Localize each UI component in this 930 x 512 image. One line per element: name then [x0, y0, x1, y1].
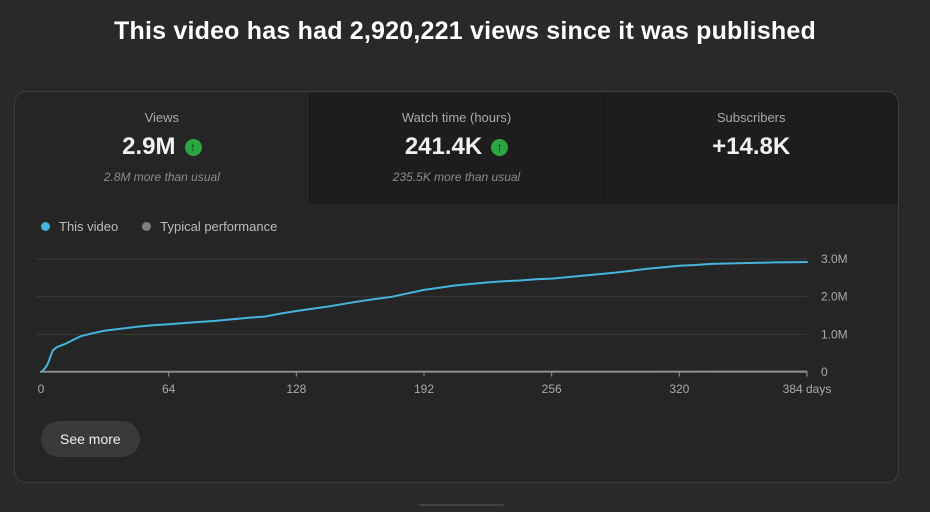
- tab-watch-time[interactable]: Watch time (hours) 241.4K ↑ 235.5K more …: [308, 92, 604, 204]
- svg-text:64: 64: [162, 382, 176, 396]
- tab-watch-time-label: Watch time (hours): [401, 110, 512, 125]
- video-performance-card: Views 2.9M ↑ 2.8M more than usual Watch …: [14, 91, 899, 483]
- tab-views-value: 2.9M: [122, 133, 176, 160]
- legend-item-this-video: This video: [41, 219, 118, 234]
- page-title: This video has had 2,920,221 views since…: [114, 17, 816, 45]
- next-card-top-edge: [419, 504, 504, 506]
- svg-text:3.0M: 3.0M: [821, 252, 848, 266]
- line-chart-svg: 0 64 128 192 256 320 384 days 0 1.0M 2.0M 3.0M: [37, 252, 848, 396]
- tab-watch-time-value: 241.4K: [404, 133, 483, 160]
- svg-text:1.0M: 1.0M: [821, 327, 848, 341]
- chart-legend: This video Typical performance: [41, 219, 277, 234]
- legend-dot-this-video: [41, 222, 50, 231]
- tab-views-label: Views: [144, 110, 180, 125]
- tab-watch-time-delta-note: 235.5K more than usual: [392, 170, 521, 185]
- svg-text:192: 192: [414, 382, 434, 396]
- legend-label-typical-performance: Typical performance: [160, 219, 278, 234]
- tab-views[interactable]: Views 2.9M ↑ 2.8M more than usual: [15, 92, 309, 204]
- legend-label-this-video: This video: [59, 219, 119, 234]
- svg-text:256: 256: [542, 382, 562, 396]
- svg-text:0: 0: [38, 382, 45, 396]
- views-line-chart[interactable]: 0 64 128 192 256 320 384 days 0 1.0M 2.0M 3.0M: [15, 246, 898, 411]
- trend-up-icon: ↑: [491, 138, 509, 156]
- legend-dot-typical-performance: [142, 222, 152, 231]
- svg-text:128: 128: [286, 382, 306, 396]
- legend-item-typical-performance: Typical performance: [142, 219, 277, 234]
- see-more-button[interactable]: See more: [41, 421, 140, 457]
- svg-text:2.0M: 2.0M: [821, 290, 848, 304]
- trend-up-icon: ↑: [184, 138, 202, 156]
- tab-subscribers-value: +14.8K: [712, 133, 791, 160]
- svg-text:0: 0: [821, 365, 828, 379]
- tab-subscribers[interactable]: Subscribers +14.8K: [603, 92, 898, 204]
- svg-text:320: 320: [669, 382, 689, 396]
- tab-subscribers-label: Subscribers: [716, 110, 786, 125]
- metric-tabs: Views 2.9M ↑ 2.8M more than usual Watch …: [15, 92, 898, 204]
- svg-text:384 days: 384 days: [783, 382, 832, 396]
- tab-views-delta-note: 2.8M more than usual: [103, 170, 220, 185]
